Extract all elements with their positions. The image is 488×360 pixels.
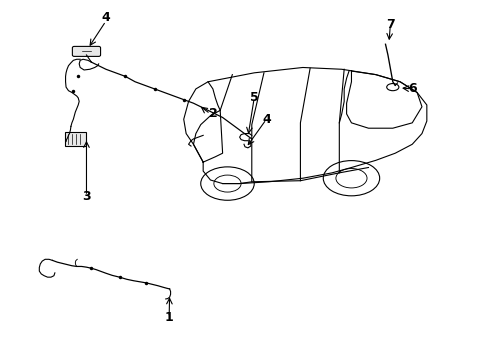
Text: 1: 1 <box>164 311 173 324</box>
Text: 5: 5 <box>249 91 258 104</box>
Text: 4: 4 <box>102 11 110 24</box>
Text: 2: 2 <box>208 107 217 120</box>
Text: 7: 7 <box>385 18 394 31</box>
Text: 3: 3 <box>82 190 91 203</box>
Text: 4: 4 <box>262 113 270 126</box>
Text: 6: 6 <box>407 82 416 95</box>
FancyBboxPatch shape <box>64 132 86 146</box>
FancyBboxPatch shape <box>72 46 101 57</box>
